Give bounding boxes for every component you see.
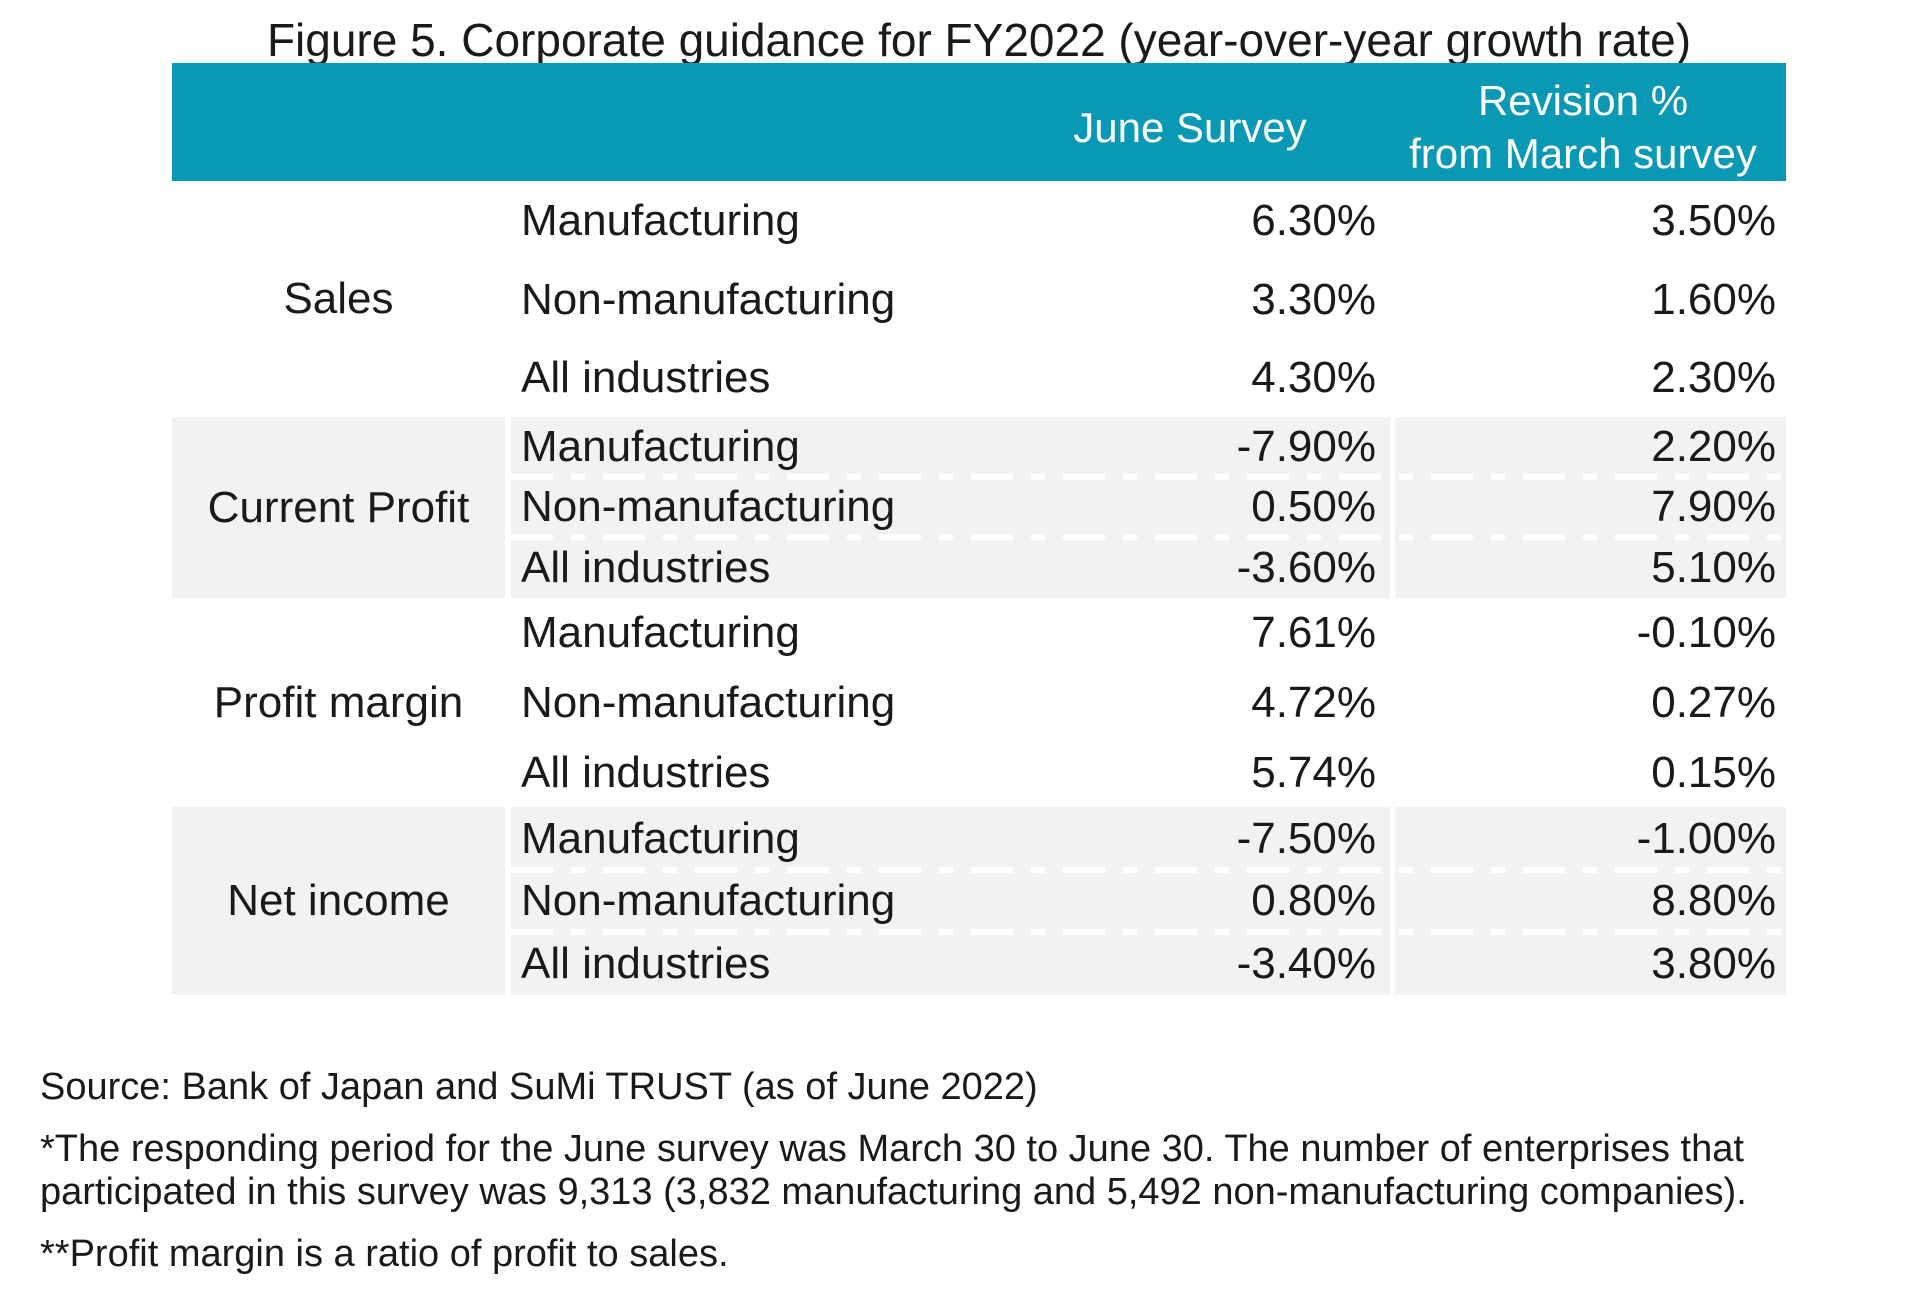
june-survey-value: -3.60% xyxy=(1236,542,1376,592)
row-separator-dashed xyxy=(511,929,1786,935)
group-sales: Sales Manufacturing 6.30% 3.50% Non-manu… xyxy=(172,181,1786,417)
june-survey-value: 6.30% xyxy=(1251,195,1376,245)
june-survey-value: -3.40% xyxy=(1236,938,1376,988)
revision-value: -1.00% xyxy=(1636,813,1776,863)
row-category: Non-manufacturing xyxy=(521,274,896,324)
column-separator xyxy=(1390,417,1395,598)
row-category: Non-manufacturing xyxy=(521,482,896,531)
row-category: Manufacturing xyxy=(521,813,800,863)
revision-value: 3.50% xyxy=(1651,195,1776,245)
group-current-profit: Current Profit Manufacturing -7.90% 2.20… xyxy=(172,417,1786,598)
revision-value: 2.20% xyxy=(1651,422,1776,471)
figure-title: Figure 5. Corporate guidance for FY2022 … xyxy=(266,14,1692,66)
june-survey-value: 3.30% xyxy=(1251,274,1376,324)
column-header-june-survey: June Survey xyxy=(1073,104,1307,151)
revision-value: 3.80% xyxy=(1651,938,1776,988)
column-header-revision: Revision % from March survey xyxy=(1380,64,1786,180)
june-survey-value: -7.90% xyxy=(1236,422,1376,471)
column-separator xyxy=(1390,807,1395,995)
row-category: All industries xyxy=(521,542,771,592)
column-header-revision-line2: from March survey xyxy=(1409,130,1757,177)
june-survey-value: 4.30% xyxy=(1251,353,1376,402)
row-category: All industries xyxy=(521,938,771,988)
row-category: Non-manufacturing xyxy=(521,678,896,727)
row-separator-dashed xyxy=(511,867,1786,873)
footnote-responding-period: *The responding period for the June surv… xyxy=(40,1128,1747,1213)
footnote-profit-margin: **Profit margin is a ratio of profit to … xyxy=(40,1233,729,1275)
table-header-row: June Survey Revision % from March survey xyxy=(172,63,1786,181)
revision-value: 1.60% xyxy=(1651,274,1776,324)
revision-value: 7.90% xyxy=(1651,482,1776,531)
group-label: Profit margin xyxy=(213,677,464,727)
june-survey-value: 0.50% xyxy=(1251,482,1376,531)
group-label: Net income xyxy=(227,876,450,925)
revision-value: 8.80% xyxy=(1651,876,1776,925)
row-separator-dashed xyxy=(511,474,1786,480)
june-survey-value: 4.72% xyxy=(1251,678,1376,727)
column-separator xyxy=(505,807,511,995)
revision-value: 0.27% xyxy=(1651,678,1776,727)
row-category: Manufacturing xyxy=(521,422,800,471)
revision-value: -0.10% xyxy=(1636,608,1776,657)
group-net-income: Net income Manufacturing -7.50% -1.00% N… xyxy=(172,807,1786,995)
row-category: Non-manufacturing xyxy=(521,876,896,925)
row-category: Manufacturing xyxy=(521,195,800,245)
revision-value: 2.30% xyxy=(1651,353,1776,402)
group-label: Current Profit xyxy=(207,482,470,532)
june-survey-value: -7.50% xyxy=(1236,813,1376,863)
column-separator xyxy=(505,417,511,598)
group-profit-margin: Profit margin Manufacturing 7.61% -0.10%… xyxy=(172,598,1786,807)
june-survey-value: 7.61% xyxy=(1251,608,1376,657)
row-category: All industries xyxy=(521,353,771,402)
revision-value: 0.15% xyxy=(1651,747,1776,797)
source-line: Source: Bank of Japan and SuMi TRUST (as… xyxy=(40,1066,1038,1108)
group-label: Sales xyxy=(283,274,394,323)
row-separator-dashed xyxy=(511,534,1786,540)
column-header-revision-line1: Revision % xyxy=(1477,77,1689,124)
june-survey-value: 0.80% xyxy=(1251,876,1376,925)
figure-footer: Source: Bank of Japan and SuMi TRUST (as… xyxy=(40,1066,1910,1276)
guidance-table: June Survey Revision % from March survey… xyxy=(172,63,1786,995)
june-survey-value: 5.74% xyxy=(1251,747,1376,797)
revision-value: 5.10% xyxy=(1651,542,1776,592)
row-category: All industries xyxy=(521,747,771,797)
row-category: Manufacturing xyxy=(521,608,800,657)
